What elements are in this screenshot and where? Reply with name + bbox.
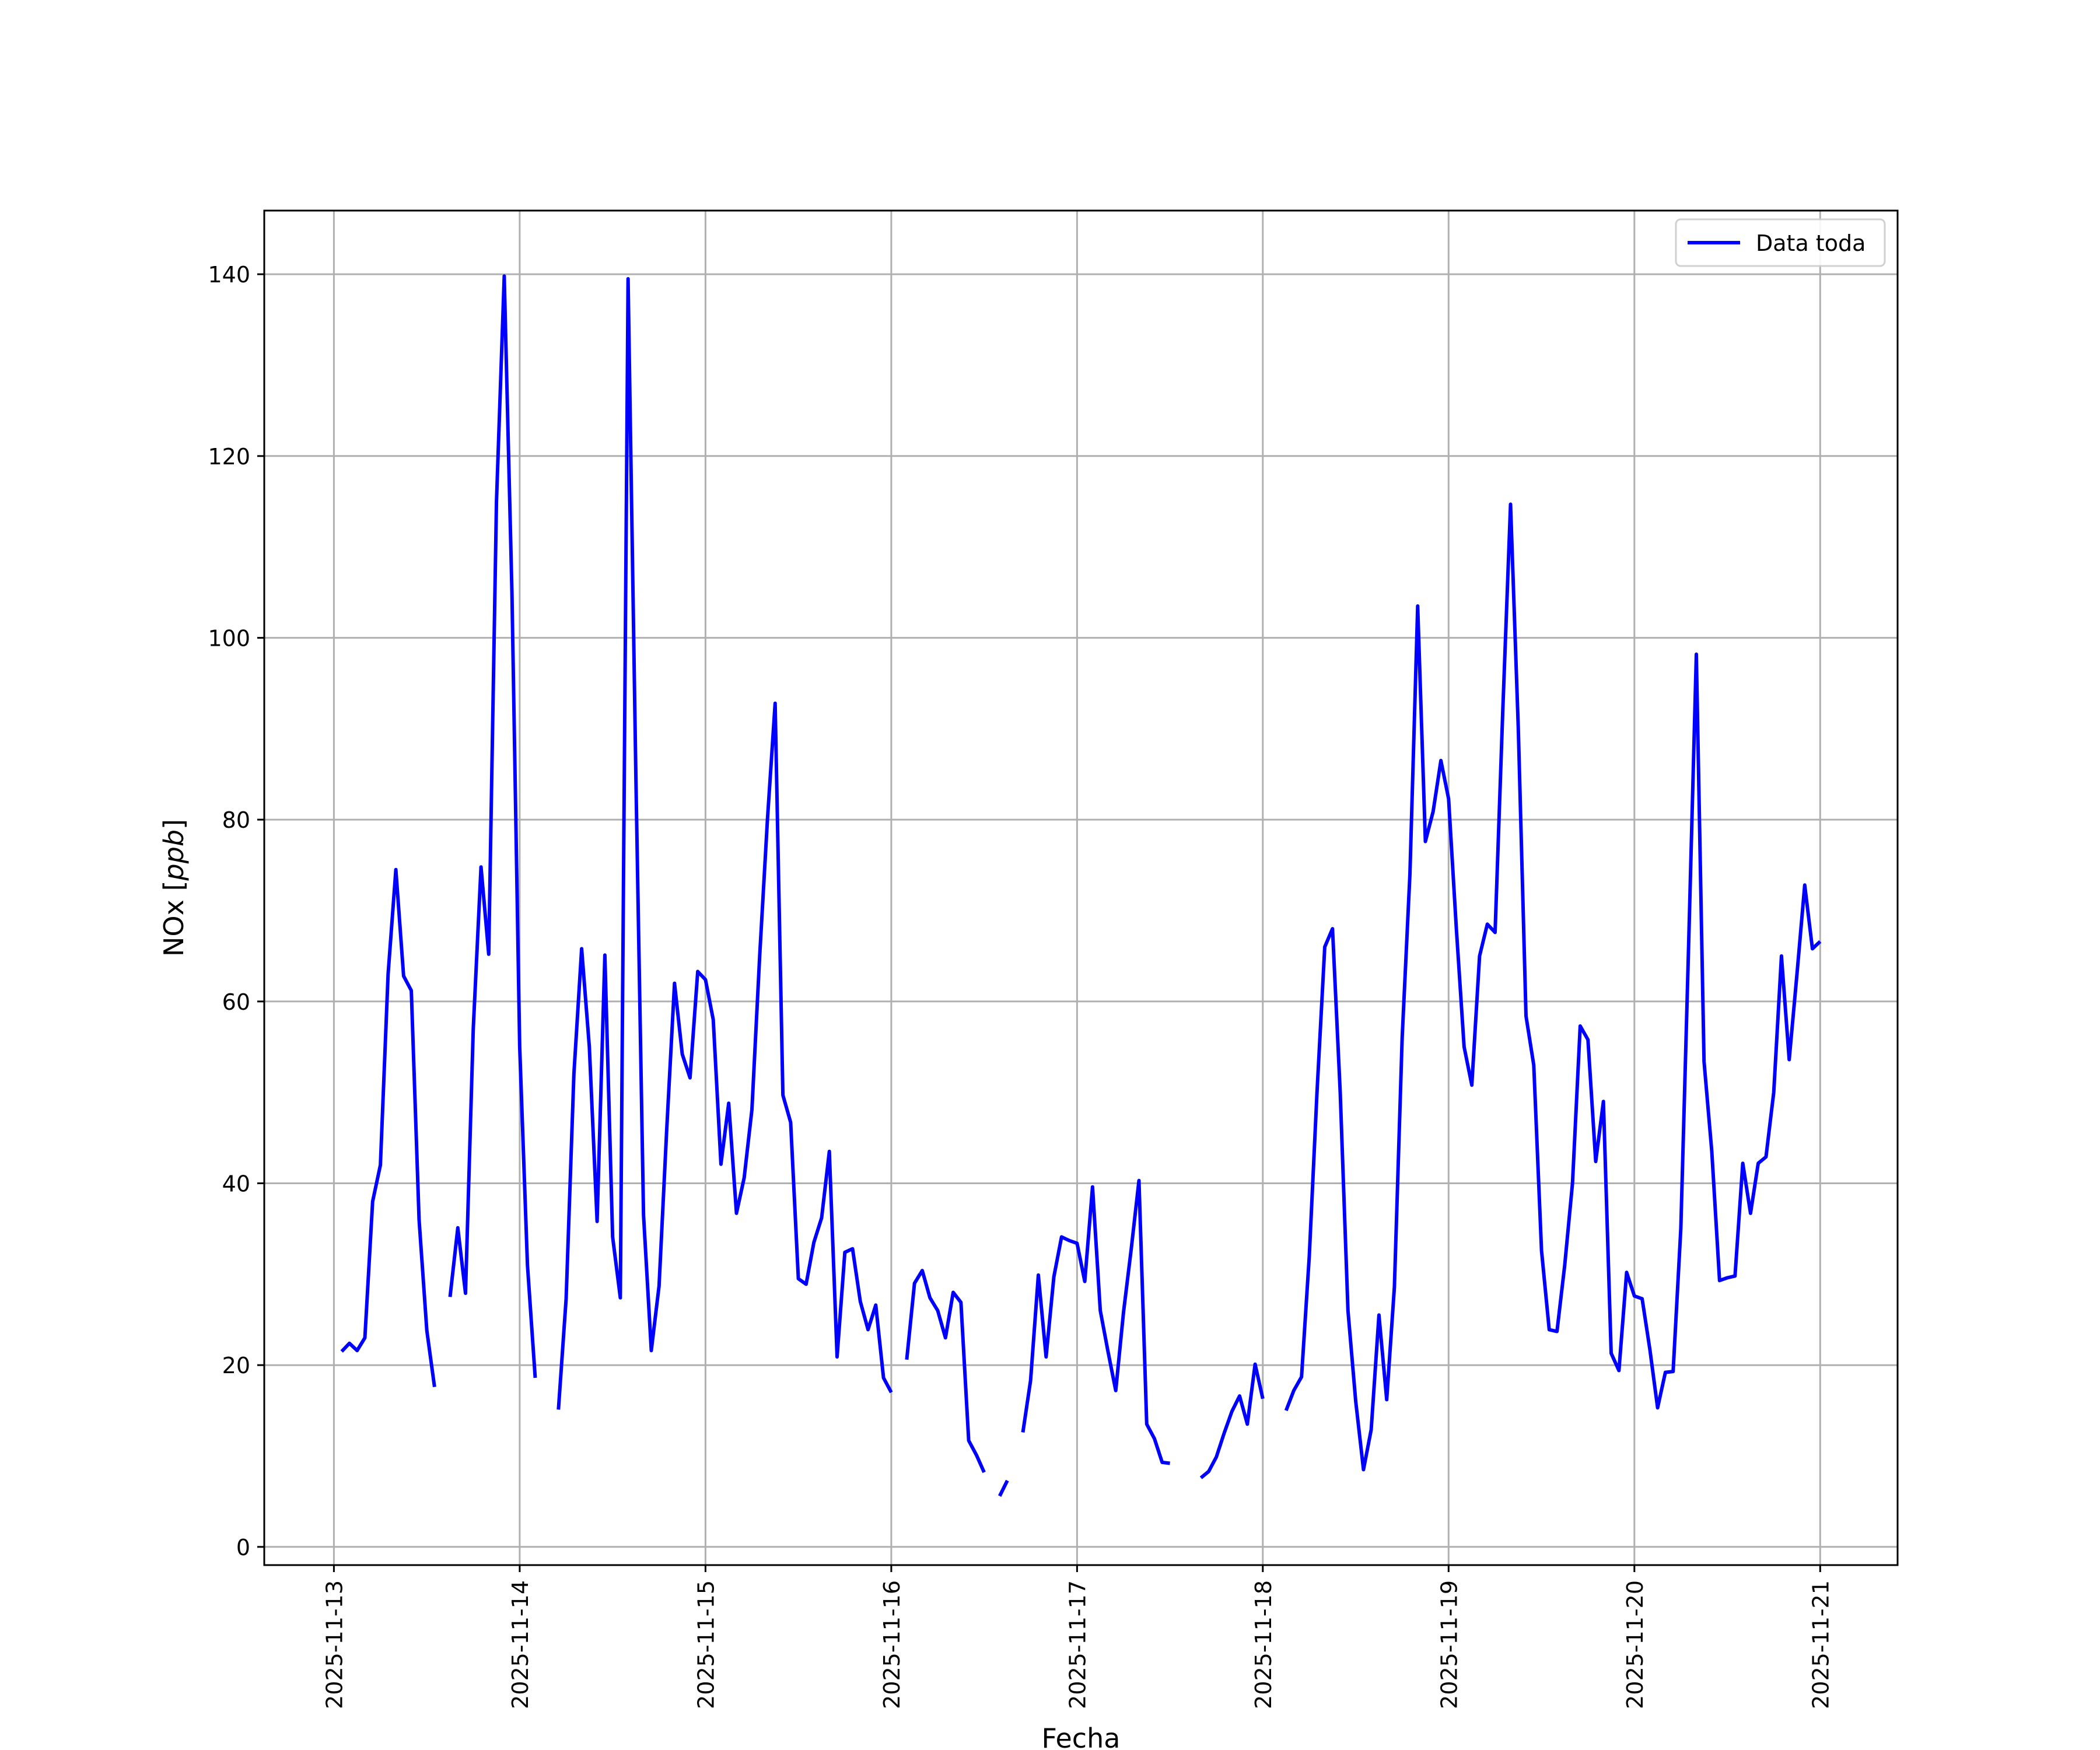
y-tick-label: 80 — [222, 807, 250, 833]
x-tick-label: 2025-11-14 — [508, 1580, 533, 1709]
series-line-segment — [1284, 502, 1822, 1472]
legend-label: Data toda — [1756, 230, 1866, 256]
series-line-segment — [1199, 1362, 1265, 1479]
series-line-segment — [448, 274, 537, 1378]
x-tick-label: 2025-11-13 — [321, 1580, 347, 1709]
plot-frame — [263, 209, 1899, 1566]
y-axis-title: NOx [ppb] — [158, 819, 190, 957]
y-tick-label: 0 — [236, 1535, 250, 1560]
series-line-segment — [1021, 1178, 1170, 1465]
x-tick-label: 2025-11-21 — [1808, 1580, 1833, 1709]
x-tick-label: 2025-11-20 — [1622, 1580, 1648, 1709]
y-axis-title-close: ] — [158, 819, 190, 830]
legend-frame — [1675, 218, 1886, 267]
series-line-segment — [905, 1269, 986, 1474]
y-tick-label: 120 — [208, 444, 250, 470]
axis-ticks: 0 20 40 60 80 100 120 140 2025-11-13 2025-11-14 20… — [208, 262, 1833, 1709]
series-line-segment — [998, 1479, 1009, 1497]
y-tick-label: 140 — [208, 262, 250, 288]
y-tick-label: 100 — [208, 625, 250, 651]
plot-area-background — [264, 211, 1898, 1565]
legend: Data toda — [1675, 218, 1886, 267]
y-axis-title-unit: ppb — [158, 830, 190, 881]
series-layer — [340, 274, 1822, 1497]
series-line-segment — [556, 276, 893, 1410]
series-line-segment — [340, 867, 436, 1388]
x-tick-label: 2025-11-15 — [693, 1580, 719, 1709]
y-tick-label: 20 — [222, 1353, 250, 1378]
x-axis-title: Fecha — [1042, 1723, 1121, 1750]
x-tick-label: 2025-11-19 — [1436, 1580, 1462, 1709]
x-tick-label: 2025-11-18 — [1251, 1580, 1276, 1709]
y-axis-title-main: NOx [ — [158, 881, 190, 957]
y-tick-label: 40 — [222, 1171, 250, 1197]
x-tick-label: 2025-11-16 — [879, 1580, 905, 1709]
x-tick-label: 2025-11-17 — [1065, 1580, 1090, 1709]
grid-lines — [264, 211, 1898, 1565]
y-tick-label: 60 — [222, 989, 250, 1015]
